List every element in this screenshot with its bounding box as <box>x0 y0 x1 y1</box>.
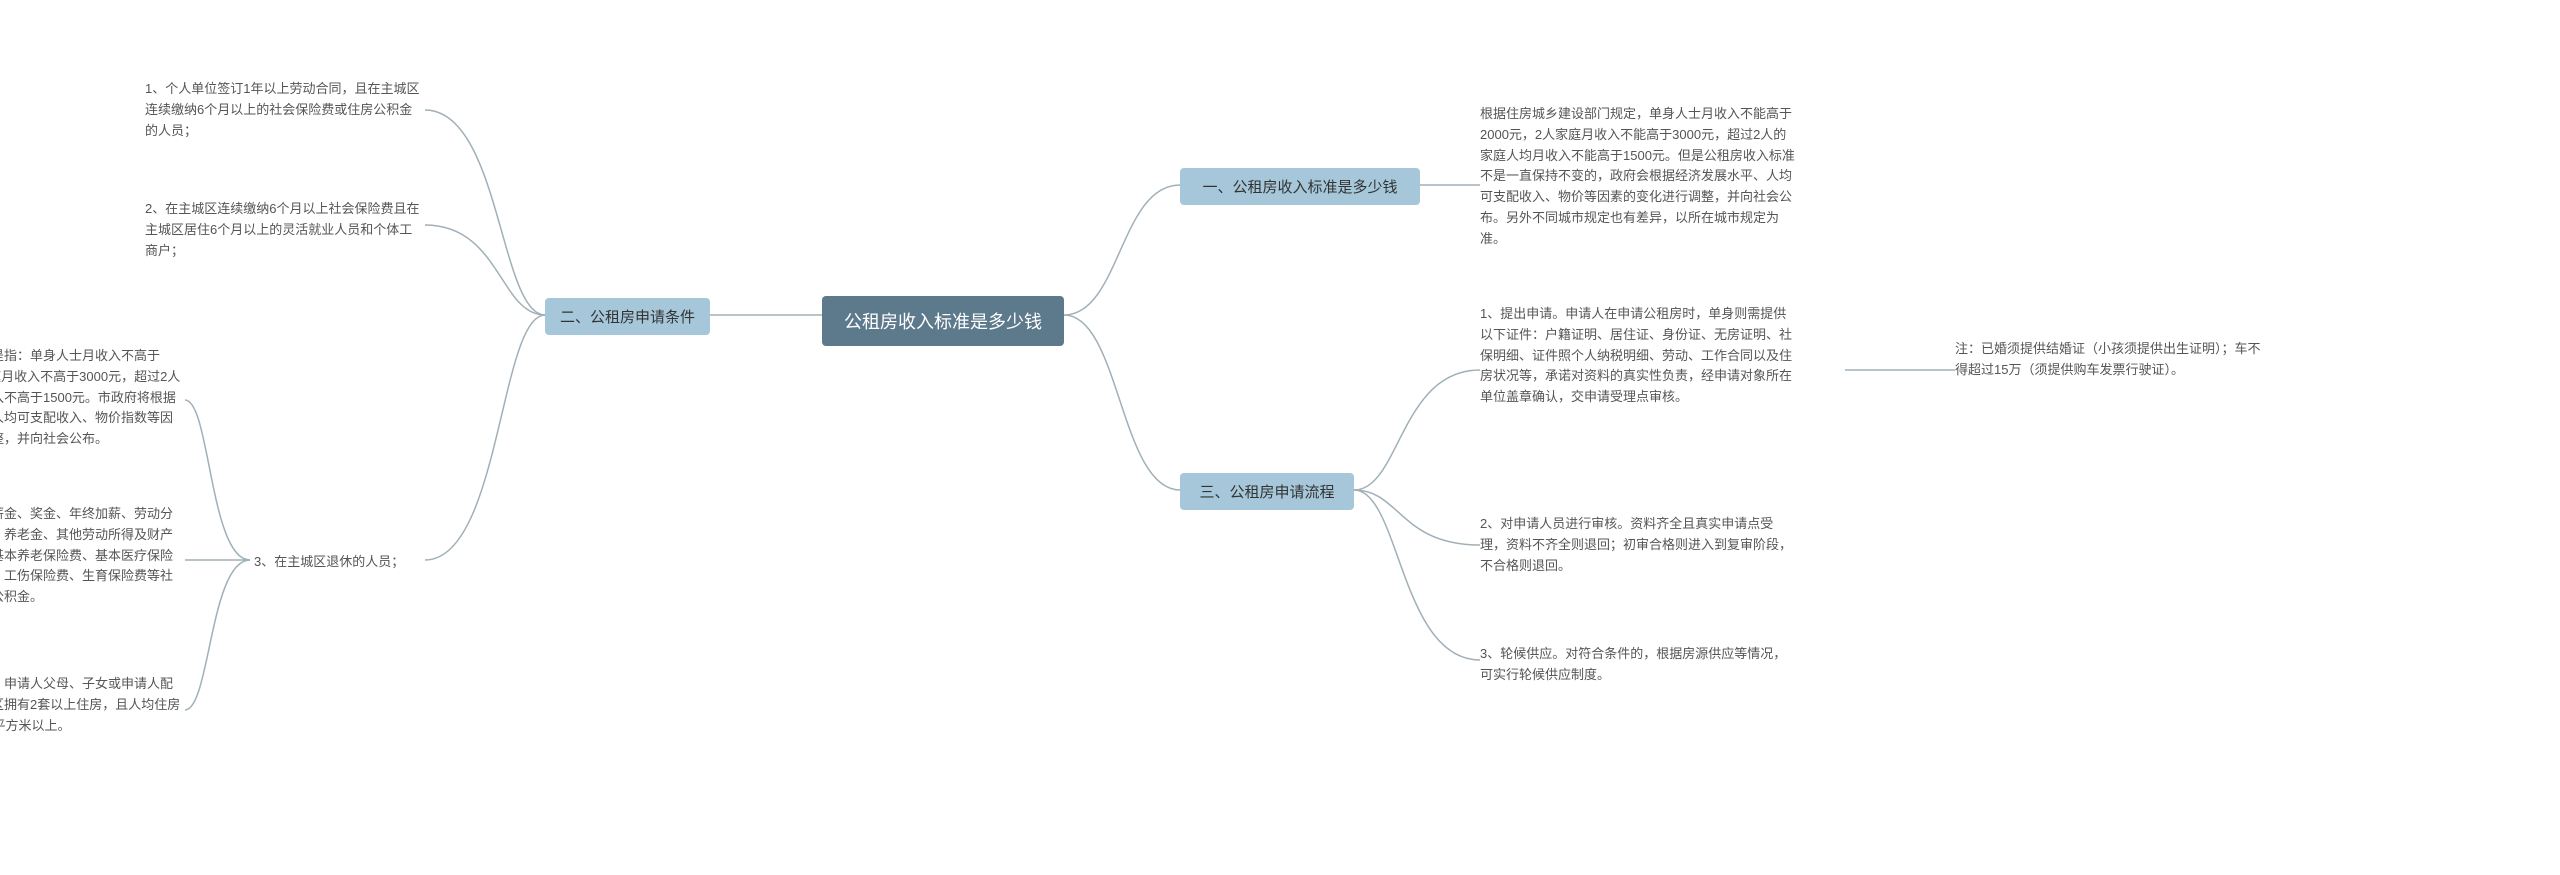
leaf-income-detail: 根据住房城乡建设部门规定，单身人士月收入不能高于2000元，2人家庭月收入不能高… <box>1480 100 1795 254</box>
leaf-waiting-supply: 3、轮候供应。对符合条件的，根据房源供应等情况，可实行轮候供应制度。 <box>1480 640 1795 690</box>
leaf-housing-assist: 房资助能力是指：申请人父母、子女或申请人配偶的父母在主城区拥有2套以上住房，且人… <box>0 670 185 740</box>
root-node: 公租房收入标准是多少钱 <box>822 296 1064 346</box>
leaf-limit-standard: 其中，限制标准是指：单身人士月收入不高于2000元，2人家庭月收入不高于3000… <box>0 342 185 454</box>
branch-application-conditions: 二、公租房申请条件 <box>545 298 710 335</box>
leaf-review: 2、对申请人员进行审核。资料齐全且真实申请点受理，资料不齐全则退回；初审合格则进… <box>1480 510 1795 580</box>
leaf-condition-1: 1、个人单位签订1年以上劳动合同，且在主城区连续缴纳6个月以上的社会保险费或住房… <box>145 75 425 145</box>
leaf-application-note: 注：已婚须提供结婚证（小孩须提供出生证明）；车不得超过15万（须提供购车发票行驶… <box>1955 335 2270 385</box>
branch-application-process: 三、公租房申请流程 <box>1180 473 1354 510</box>
branch-income-standard: 一、公租房收入标准是多少钱 <box>1180 168 1420 205</box>
leaf-submit-application: 1、提出申请。申请人在申请公租房时，单身则需提供以下证件：户籍证明、居住证、身份… <box>1480 300 1795 412</box>
leaf-condition-3: 3、在主城区退休的人员； <box>254 548 424 577</box>
leaf-income-includes: 收入包括工资、薪金、奖金、年终加薪、劳动分红、津贴、补贴、养老金、其他劳动所得及… <box>0 500 185 612</box>
leaf-condition-2: 2、在主城区连续缴纳6个月以上社会保险费且在主城区居住6个月以上的灵活就业人员和… <box>145 195 425 265</box>
